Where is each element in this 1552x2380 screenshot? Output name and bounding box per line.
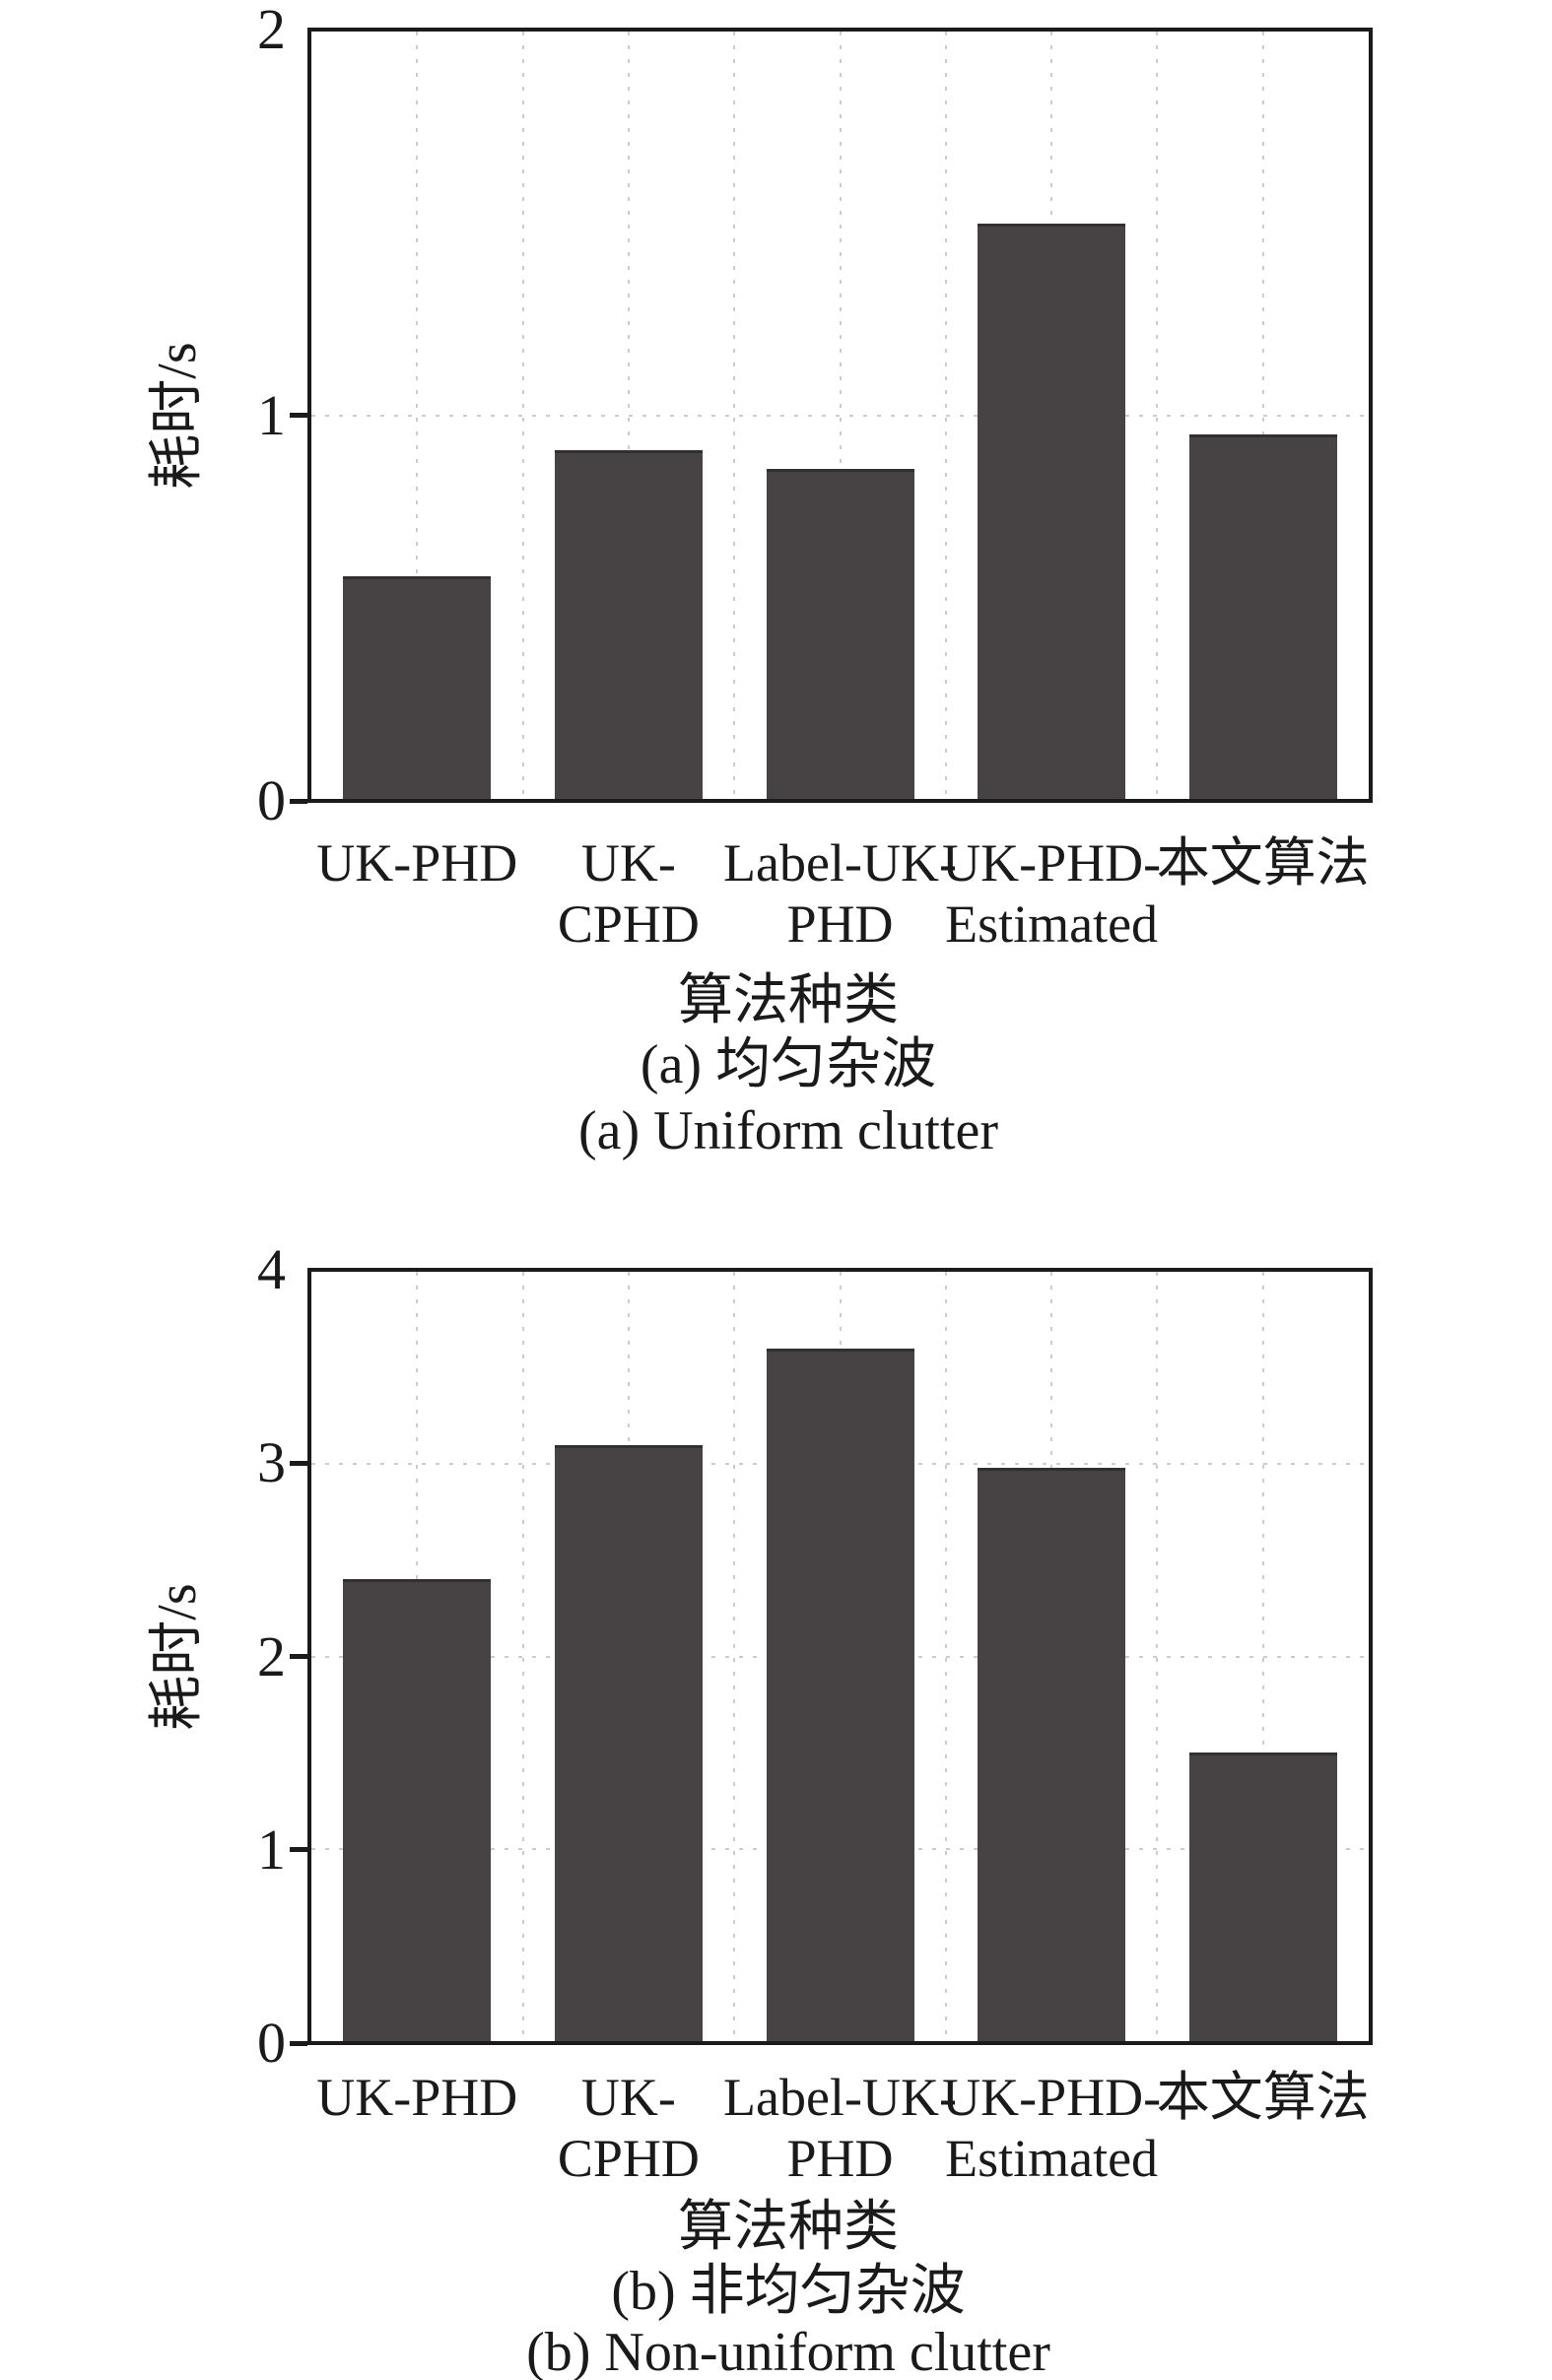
y-axis-label: 耗时/s	[147, 341, 208, 490]
caption-en: (b) Non-uniform clutter	[526, 2322, 1050, 2380]
grid-line-horizontal	[311, 1847, 1369, 1850]
x-category-label: UK-PHD- Estimated	[942, 833, 1162, 954]
bar	[1188, 433, 1337, 799]
plot-frame	[307, 1268, 1373, 2045]
bar	[978, 223, 1126, 799]
bar	[343, 1579, 492, 2041]
grid-line-vertical	[1050, 1272, 1053, 2041]
grid-line-horizontal	[311, 1463, 1369, 1466]
y-axis-tick	[290, 798, 307, 804]
grid-line-vertical	[416, 1272, 419, 2041]
y-tick-label: 4	[257, 1237, 286, 1301]
grid-line-horizontal	[311, 1655, 1369, 1658]
caption-zh: (a) 均匀杂波	[640, 1034, 937, 1095]
bar	[554, 1444, 703, 2041]
x-axis-label: 算法种类	[678, 970, 899, 1031]
grid-line-vertical	[839, 32, 842, 799]
bar	[766, 469, 914, 799]
y-axis-tick	[290, 2040, 307, 2046]
x-category-label: Label-UK- PHD	[723, 2068, 957, 2188]
y-axis-tick	[290, 1654, 307, 1659]
x-category-label: UK- CPHD	[557, 833, 700, 954]
y-tick-label: 0	[257, 2011, 286, 2075]
y-axis-tick	[290, 1460, 307, 1466]
bar	[766, 1349, 914, 2041]
grid-line-horizontal	[311, 414, 1369, 417]
bar	[978, 1468, 1126, 2041]
grid-line-vertical	[1261, 1272, 1264, 2041]
y-tick-label: 2	[257, 0, 286, 61]
y-tick-label: 0	[257, 768, 286, 832]
x-category-label: UK-PHD	[316, 833, 518, 892]
grid-line-vertical	[521, 1272, 524, 2041]
grid-line-vertical	[1156, 32, 1159, 799]
grid-line-vertical	[944, 32, 947, 799]
x-category-label: 本文算法	[1156, 833, 1370, 892]
grid-line-vertical	[1050, 32, 1053, 799]
x-category-label: UK-PHD	[316, 2068, 518, 2127]
bar	[554, 449, 703, 799]
y-axis-label: 耗时/s	[147, 1582, 208, 1731]
grid-line-vertical	[839, 1272, 842, 2041]
x-category-label: UK-PHD- Estimated	[942, 2068, 1162, 2188]
x-category-label: 本文算法	[1156, 2068, 1370, 2127]
x-axis-label: 算法种类	[678, 2197, 899, 2258]
x-category-label: UK- CPHD	[557, 2068, 700, 2188]
caption-en: (a) Uniform clutter	[577, 1100, 999, 1161]
y-tick-label: 2	[257, 1623, 286, 1688]
grid-line-vertical	[1261, 32, 1264, 799]
grid-line-vertical	[627, 32, 630, 799]
grid-line-vertical	[521, 32, 524, 799]
grid-line-vertical	[416, 32, 419, 799]
grid-line-vertical	[944, 1272, 947, 2041]
y-axis-tick	[290, 413, 307, 418]
y-tick-label: 1	[257, 382, 286, 447]
y-axis-tick	[290, 1847, 307, 1853]
y-tick-label: 3	[257, 1430, 286, 1495]
caption-zh: (b) 非均匀杂波	[611, 2261, 966, 2322]
bar	[343, 576, 492, 799]
bar	[1188, 1752, 1337, 2041]
grid-line-vertical	[733, 32, 736, 799]
grid-line-vertical	[733, 1272, 736, 2041]
grid-line-vertical	[1156, 1272, 1159, 2041]
y-tick-label: 1	[257, 1817, 286, 1882]
grid-line-vertical	[627, 1272, 630, 2041]
x-category-label: Label-UK- PHD	[723, 833, 957, 954]
plot-frame	[307, 28, 1373, 803]
